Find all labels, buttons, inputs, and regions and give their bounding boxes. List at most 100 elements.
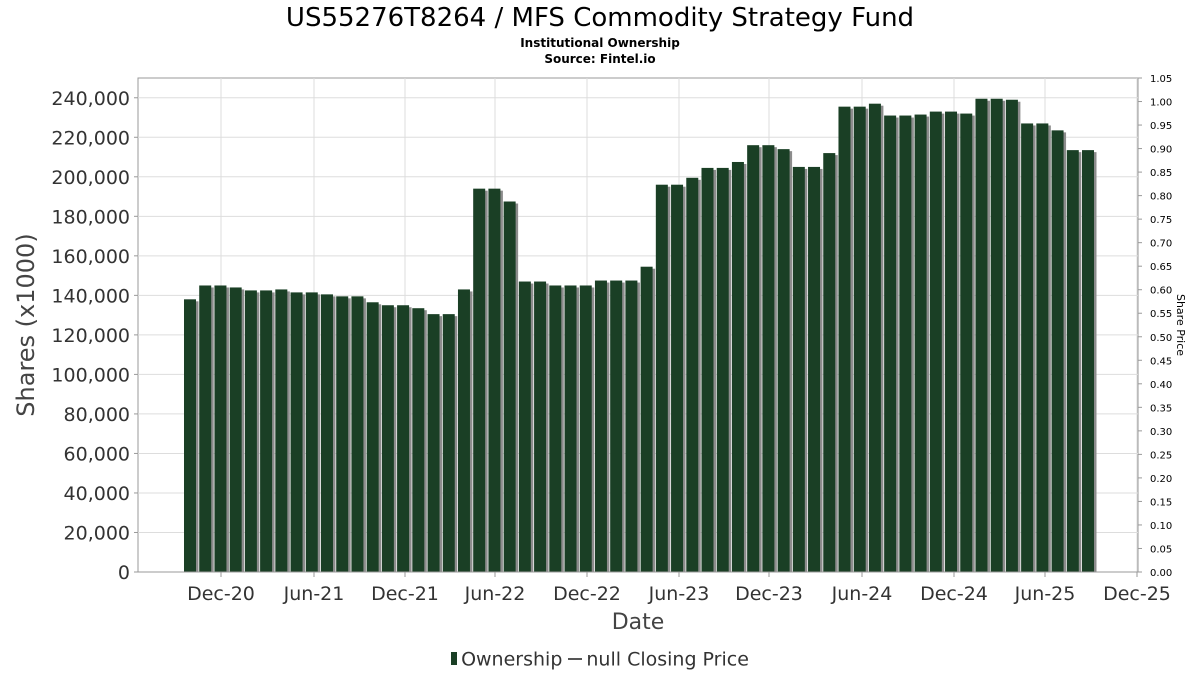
- bar: [610, 280, 625, 572]
- y2-tick-label: 0.80: [1150, 192, 1172, 203]
- bar-fill: [762, 145, 775, 572]
- bar-fill: [640, 266, 653, 572]
- bar-fill: [747, 145, 760, 572]
- bar: [929, 111, 945, 572]
- bar-fill: [290, 292, 303, 572]
- bar: [960, 113, 975, 573]
- bar-fill: [975, 98, 988, 573]
- price-legend-label: null Closing Price: [586, 648, 749, 671]
- bar-fill: [564, 285, 577, 572]
- y2-tick-label: 0.40: [1150, 380, 1172, 391]
- y2-tick-label: 0.15: [1150, 497, 1172, 508]
- y2-tick-label: 0.70: [1150, 239, 1172, 250]
- bar-fill: [244, 290, 257, 572]
- bar-fill: [412, 308, 425, 572]
- bar-fill: [655, 184, 668, 573]
- bar-fill: [792, 166, 805, 573]
- y-tick-label: 140,000: [51, 285, 130, 307]
- bar: [686, 177, 701, 572]
- bar: [244, 290, 260, 572]
- bar: [655, 184, 671, 573]
- y-tick-label: 180,000: [51, 206, 130, 228]
- bar-fill: [838, 106, 851, 572]
- bar-fill: [868, 103, 881, 573]
- x-tick-label: Jun-24: [831, 583, 893, 605]
- y-axis-label: Shares (x1000): [12, 233, 40, 416]
- bar: [214, 285, 229, 572]
- x-tick-label: Jun-23: [648, 583, 710, 605]
- y-tick-label: 200,000: [51, 167, 130, 189]
- x-tick-label: Dec-20: [187, 583, 255, 605]
- bar: [473, 188, 488, 572]
- bar: [716, 167, 732, 572]
- bar-fill: [534, 281, 547, 572]
- y2-axis-label: Share Price: [1174, 294, 1187, 356]
- bar: [823, 153, 838, 572]
- bar-fill: [320, 294, 333, 572]
- bar-fill: [1066, 150, 1079, 572]
- bar: [351, 296, 366, 572]
- legend: Ownership null Closing Price: [0, 647, 1200, 672]
- bar-fill: [945, 111, 958, 572]
- bar: [366, 302, 382, 572]
- bar: [975, 98, 990, 573]
- bar-fill: [808, 166, 821, 573]
- y2-tick-label: 0.50: [1150, 333, 1172, 344]
- y-tick-label: 60,000: [64, 443, 130, 465]
- bar: [640, 266, 656, 572]
- bar-fill: [381, 305, 394, 572]
- bar: [625, 280, 640, 572]
- bar-fill: [686, 177, 699, 572]
- x-tick-label: Jun-22: [464, 583, 526, 605]
- bar: [899, 115, 914, 572]
- bar: [777, 149, 793, 573]
- bar: [381, 305, 397, 572]
- y2-tick-label: 0.05: [1150, 544, 1172, 555]
- bar: [549, 285, 564, 572]
- bars: [184, 98, 1097, 573]
- bar: [671, 184, 686, 573]
- bar: [990, 98, 1006, 573]
- bar-fill: [275, 289, 288, 572]
- bar: [594, 280, 610, 572]
- bar: [853, 106, 869, 572]
- bar-fill: [442, 314, 455, 572]
- y-tick-label: 240,000: [51, 88, 130, 110]
- bar-fill: [199, 285, 212, 572]
- bar-fill: [1051, 130, 1064, 572]
- bar: [868, 103, 884, 573]
- price-legend-swatch: [568, 657, 583, 660]
- chart-source: Source: Fintel.io: [544, 52, 656, 66]
- bar: [457, 289, 473, 572]
- x-tick-label: Dec-21: [371, 583, 439, 605]
- bar: [945, 111, 960, 572]
- bar: [1005, 99, 1021, 573]
- bar: [275, 289, 290, 572]
- bar: [792, 166, 808, 573]
- y-tick-label: 100,000: [51, 364, 130, 386]
- bar: [808, 166, 823, 573]
- bar-fill: [579, 285, 592, 572]
- chart-title: US55276T8264 / MFS Commodity Strategy Fu…: [285, 3, 915, 33]
- bar-fill: [701, 167, 714, 572]
- bar-fill: [518, 281, 531, 572]
- chart-subtitle: Institutional Ownership: [520, 36, 680, 50]
- bar: [701, 167, 716, 572]
- y-tick-label: 0: [118, 562, 130, 584]
- bar-fill: [625, 280, 638, 572]
- bar-fill: [549, 285, 562, 572]
- bar: [1082, 150, 1097, 572]
- bar-fill: [823, 153, 836, 572]
- bar-fill: [473, 188, 486, 572]
- bar: [1066, 150, 1082, 572]
- y2-tick-label: 0.25: [1150, 450, 1172, 461]
- bar: [305, 292, 321, 572]
- bar-fill: [899, 115, 912, 572]
- bar-fill: [457, 289, 470, 572]
- ownership-legend-label: Ownership: [461, 648, 563, 671]
- x-tick-label: Dec-22: [553, 583, 621, 605]
- bar: [184, 299, 199, 572]
- bar: [914, 114, 930, 572]
- y2-tick-label: 0.95: [1150, 121, 1172, 132]
